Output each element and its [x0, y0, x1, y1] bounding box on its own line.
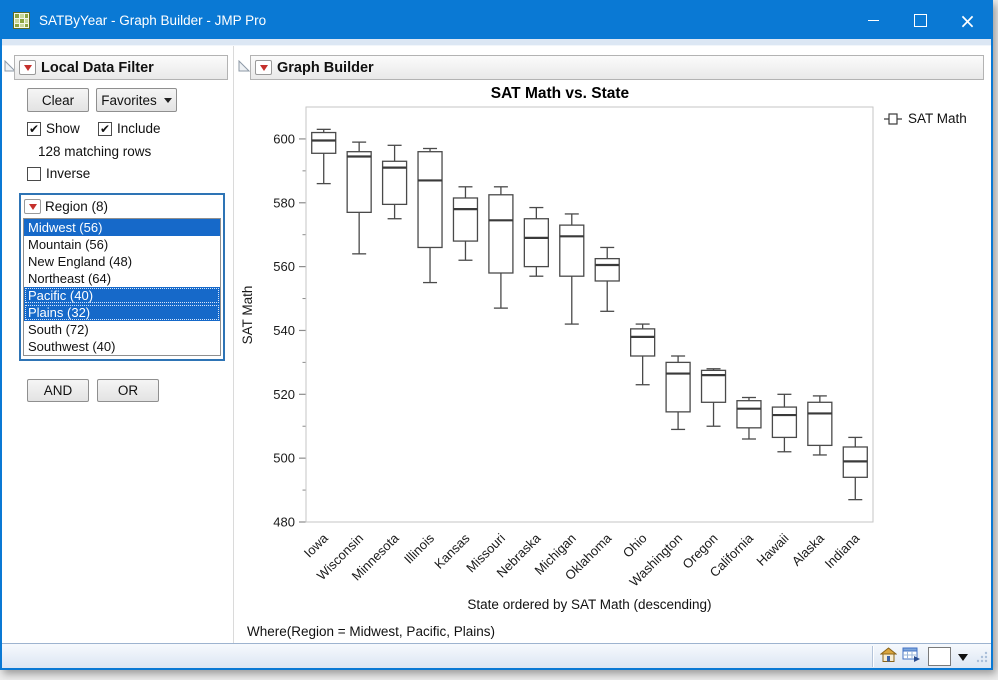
region-list: Midwest (56) Mountain (56) New England (48…: [23, 218, 221, 356]
graph-panel-title: Graph Builder: [277, 59, 374, 76]
plot-frame: [305, 106, 874, 523]
home-icon[interactable]: [880, 647, 897, 663]
y-tick-label: 560: [273, 259, 295, 274]
statusbar-separator: [872, 646, 873, 667]
x-tick-label: Ohio: [620, 531, 650, 561]
minimize-icon: [868, 20, 879, 21]
red-triangle-menu-icon[interactable]: [255, 60, 272, 75]
favorites-button[interactable]: Favorites: [96, 88, 177, 112]
minimize-button[interactable]: [850, 2, 897, 39]
include-checkbox[interactable]: ✔: [98, 122, 112, 136]
panel-splitter[interactable]: [233, 46, 234, 643]
boxplot-hawaii[interactable]: [771, 393, 798, 453]
y-tick-label: 540: [273, 323, 295, 338]
boxplot-missouri[interactable]: [488, 186, 514, 309]
and-button[interactable]: AND: [27, 379, 89, 402]
boxplot-wisconsin[interactable]: [346, 141, 372, 255]
include-label: Include: [117, 121, 161, 136]
region-filter-listbox: Region (8) Midwest (56) Mountain (56) New …: [19, 193, 225, 361]
jmp-app-icon: [13, 12, 30, 29]
inverse-checkbox[interactable]: [27, 167, 41, 181]
color-swatch[interactable]: [928, 647, 951, 666]
red-triangle-menu-icon[interactable]: [24, 199, 41, 214]
filter-panel-title: Local Data Filter: [41, 59, 154, 76]
boxplot-oregon[interactable]: [700, 368, 727, 427]
red-triangle-menu-icon[interactable]: [19, 60, 36, 75]
boxplot-alaska[interactable]: [807, 395, 833, 456]
boxplot-iowa[interactable]: [311, 128, 337, 185]
boxplot-illinois[interactable]: [417, 147, 443, 284]
resize-grip[interactable]: [974, 650, 989, 664]
y-tick-label: 520: [273, 387, 295, 402]
boxplot-nebraska[interactable]: [523, 206, 549, 277]
title-bar[interactable]: SATByYear - Graph Builder - JMP Pro ×: [2, 2, 991, 39]
dropdown-caret[interactable]: [958, 654, 968, 661]
or-button[interactable]: OR: [97, 379, 159, 402]
where-clause-note: Where(Region = Midwest, Pacific, Plains): [247, 624, 495, 639]
local-data-filter-header: Local Data Filter: [14, 55, 228, 80]
x-tick-label: Alaska: [789, 530, 828, 569]
region-item[interactable]: Pacific (40): [24, 287, 220, 304]
x-tick-label: Hawaii: [753, 530, 791, 568]
region-item[interactable]: New England (48): [28, 254, 133, 269]
show-checkbox[interactable]: ✔: [27, 122, 41, 136]
inverse-label: Inverse: [46, 166, 91, 181]
x-tick-label: Iowa: [301, 530, 332, 561]
boxplot-california[interactable]: [736, 396, 762, 440]
region-item[interactable]: Midwest (56): [24, 219, 220, 236]
boxplot-washington[interactable]: [665, 355, 691, 431]
x-axis-title: State ordered by SAT Math (descending): [467, 597, 712, 612]
matching-rows-text: 128 matching rows: [38, 144, 152, 159]
boxplot-ohio[interactable]: [630, 323, 656, 386]
y-tick-label: 480: [273, 515, 295, 530]
region-item[interactable]: South (72): [28, 322, 89, 337]
y-axis-title: SAT Math: [240, 286, 255, 345]
chart-title: SAT Math vs. State: [490, 85, 630, 102]
y-tick-label: 580: [273, 195, 295, 210]
boxplot-oklahoma[interactable]: [594, 246, 620, 312]
data-table-window-icon[interactable]: [902, 647, 921, 663]
boxplot-michigan[interactable]: [559, 213, 585, 325]
show-label: Show: [46, 121, 80, 136]
legend-label: SAT Math: [908, 111, 967, 126]
y-tick-label: 500: [273, 451, 295, 466]
region-item[interactable]: Southwest (40): [28, 339, 116, 354]
legend[interactable]: SAT Math: [884, 111, 967, 126]
chevron-down-icon: [163, 97, 172, 103]
boxplot-legend-icon: [884, 112, 902, 125]
status-bar: [2, 643, 991, 668]
region-header: Region (8): [21, 195, 223, 218]
graph-builder-header: Graph Builder: [250, 55, 984, 80]
region-title: Region (8): [45, 199, 109, 214]
boxplot-indiana[interactable]: [842, 436, 868, 501]
region-item[interactable]: Plains (32): [24, 304, 220, 321]
clear-button[interactable]: Clear: [27, 88, 89, 112]
boxplot-kansas[interactable]: [452, 186, 479, 261]
x-tick-label: Indiana: [822, 530, 863, 571]
region-item[interactable]: Mountain (56): [28, 237, 109, 252]
region-item[interactable]: Northeast (64): [28, 271, 112, 286]
close-icon: ×: [959, 8, 976, 33]
toolbar-strip: [2, 39, 991, 46]
boxplot-minnesota[interactable]: [381, 144, 408, 220]
maximize-button[interactable]: [897, 2, 944, 39]
collapse-triangle-icon[interactable]: [4, 60, 16, 72]
window-title: SATByYear - Graph Builder - JMP Pro: [39, 13, 267, 28]
y-tick-label: 600: [273, 131, 295, 146]
collapse-triangle-icon[interactable]: [238, 60, 250, 72]
maximize-icon: [914, 14, 927, 27]
close-button[interactable]: ×: [944, 2, 991, 39]
